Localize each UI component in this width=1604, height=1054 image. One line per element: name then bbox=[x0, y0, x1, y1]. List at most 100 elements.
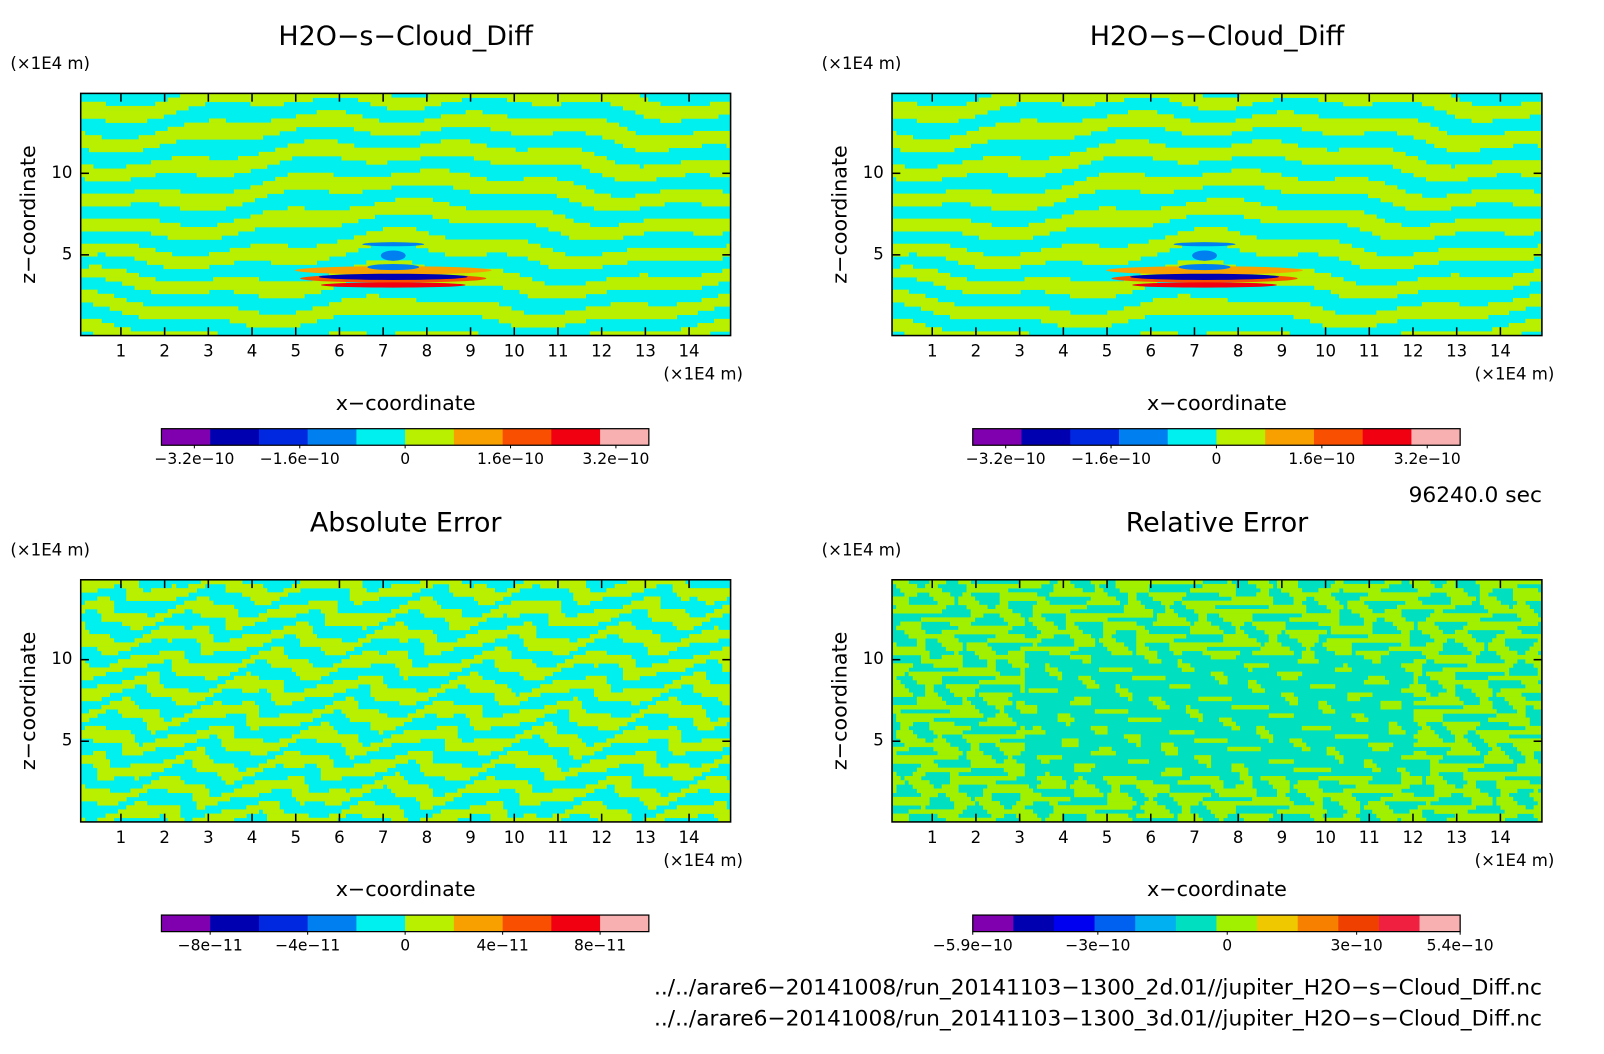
field-patch bbox=[279, 604, 338, 610]
field-patch bbox=[1053, 809, 1096, 814]
field-patch bbox=[1070, 151, 1406, 157]
field-patch bbox=[1070, 293, 1116, 299]
field-patch bbox=[204, 675, 218, 681]
field-patch bbox=[1016, 813, 1038, 819]
field-patch bbox=[1140, 302, 1311, 307]
field-patch bbox=[697, 323, 731, 328]
field-patch bbox=[341, 742, 363, 748]
field-patch bbox=[1434, 609, 1443, 614]
field-patch bbox=[916, 277, 967, 282]
field-patch bbox=[962, 160, 1092, 165]
field-patch bbox=[151, 780, 185, 785]
field-patch bbox=[697, 596, 727, 601]
field-patch bbox=[200, 613, 239, 618]
field-patch bbox=[1512, 272, 1543, 278]
field-patch bbox=[1248, 684, 1261, 689]
field-patch bbox=[892, 201, 943, 207]
field-patch bbox=[892, 243, 951, 249]
field-patch bbox=[358, 97, 462, 103]
field-patch bbox=[1525, 318, 1543, 324]
field-patch bbox=[622, 675, 640, 681]
field-patch bbox=[287, 172, 334, 178]
field-patch bbox=[523, 813, 537, 819]
field-patch bbox=[391, 583, 433, 589]
field-patch bbox=[1260, 734, 1274, 739]
field-patch bbox=[954, 801, 976, 806]
field-patch bbox=[1363, 759, 1373, 764]
field-patch bbox=[714, 625, 719, 631]
field-patch bbox=[1483, 604, 1510, 610]
field-patch bbox=[209, 688, 222, 693]
x-tick-label: 2 bbox=[971, 828, 982, 847]
field-patch bbox=[122, 621, 156, 627]
field-patch bbox=[680, 596, 690, 601]
field-patch bbox=[1368, 592, 1431, 597]
field-patch bbox=[999, 596, 1046, 601]
field-patch bbox=[1065, 625, 1079, 631]
field-patch bbox=[1483, 738, 1543, 743]
field-patch bbox=[1198, 105, 1236, 111]
field-patch bbox=[925, 684, 934, 689]
field-patch bbox=[921, 617, 976, 622]
field-patch bbox=[656, 813, 698, 819]
field-patch bbox=[921, 654, 930, 660]
x-tick-label: 12 bbox=[591, 342, 612, 361]
field-patch bbox=[366, 260, 413, 265]
field-patch bbox=[432, 813, 471, 819]
field-patch bbox=[680, 160, 731, 165]
y-tick-label: 5 bbox=[873, 244, 884, 263]
field-patch bbox=[1231, 767, 1249, 773]
field-patch bbox=[1488, 742, 1497, 748]
field-patch bbox=[606, 277, 731, 282]
field-patch bbox=[966, 588, 1009, 593]
field-patch bbox=[1148, 796, 1154, 802]
field-patch bbox=[925, 688, 934, 693]
field-patch bbox=[1488, 302, 1543, 307]
field-patch bbox=[1512, 201, 1543, 207]
field-patch bbox=[1417, 721, 1427, 727]
field-patch bbox=[1152, 156, 1232, 161]
x-tick-label: 2 bbox=[159, 342, 170, 361]
field-patch bbox=[469, 805, 504, 810]
field-patch bbox=[1314, 285, 1514, 290]
field-patch bbox=[1434, 792, 1452, 798]
field-patch bbox=[420, 609, 462, 614]
field-patch bbox=[610, 302, 649, 307]
field-patch bbox=[1045, 189, 1096, 194]
field-patch bbox=[1260, 588, 1270, 593]
field-patch bbox=[1430, 763, 1485, 768]
field-patch bbox=[1517, 709, 1526, 714]
field-patch bbox=[1107, 796, 1133, 802]
colorbar-segment bbox=[1175, 915, 1217, 932]
field-patch bbox=[1401, 331, 1522, 336]
colorbar-segment bbox=[161, 915, 211, 932]
field-patch bbox=[991, 813, 1005, 819]
x-tick-label: 9 bbox=[465, 342, 476, 361]
field-patch bbox=[937, 600, 955, 606]
field-patch bbox=[324, 801, 342, 806]
field-patch bbox=[295, 634, 317, 639]
field-patch bbox=[507, 613, 520, 618]
field-patch bbox=[1376, 310, 1510, 315]
field-patch bbox=[676, 805, 727, 810]
field-patch bbox=[1533, 663, 1543, 668]
field-patch bbox=[221, 809, 260, 814]
colorbar-frame bbox=[972, 914, 1461, 933]
field-patch bbox=[618, 634, 661, 639]
field-patch bbox=[1401, 663, 1423, 668]
field-patch bbox=[1016, 705, 1038, 710]
field-patch bbox=[122, 746, 156, 752]
field-patch bbox=[478, 629, 537, 635]
field-patch bbox=[163, 759, 185, 764]
colorbar-segment bbox=[1118, 428, 1169, 446]
field-patch bbox=[916, 679, 943, 685]
field-patch bbox=[349, 755, 355, 760]
field-patch bbox=[196, 805, 206, 810]
field-patch bbox=[1103, 634, 1112, 639]
field-patch bbox=[1417, 805, 1476, 810]
field-patch bbox=[1322, 323, 1377, 328]
field-patch bbox=[1359, 264, 1414, 270]
field-patch bbox=[635, 193, 731, 199]
colorbar-segment bbox=[1419, 915, 1461, 932]
field-patch bbox=[1463, 776, 1505, 781]
